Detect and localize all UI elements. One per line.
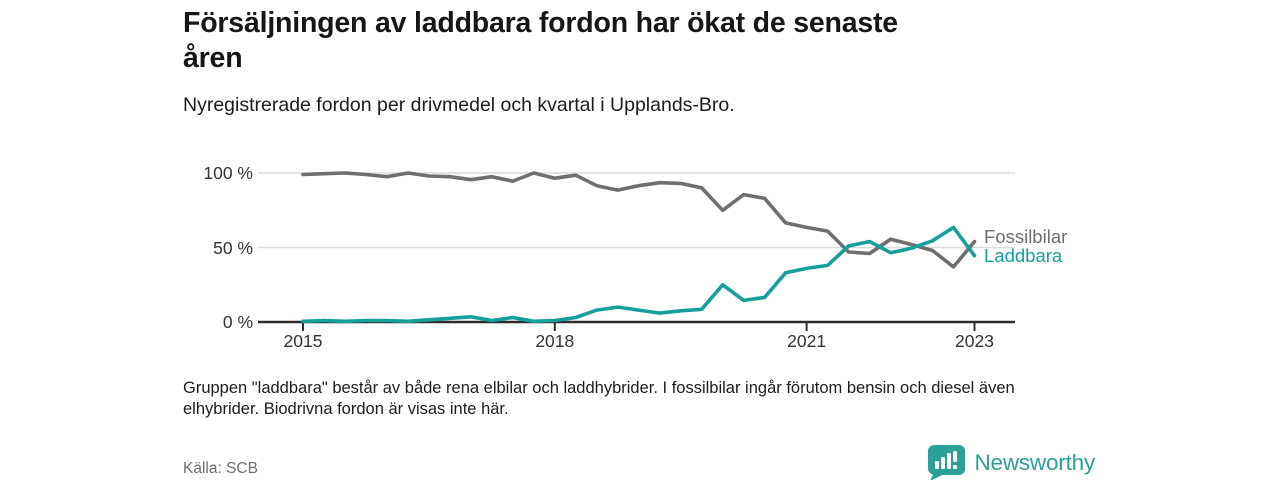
newsworthy-logo-icon — [928, 445, 966, 480]
page-title-line2: åren — [183, 41, 243, 74]
y-tick-label-0: 0 % — [222, 312, 253, 332]
chart-footnote-line2: elhybrider. Biodrivna fordon är visas in… — [183, 400, 509, 419]
page-title-line1: Försäljningen av laddbara fordon har öka… — [183, 7, 898, 39]
series-label-fossilbilar: Fossilbilar — [984, 226, 1068, 247]
x-tick-label-2023: 2023 — [955, 331, 994, 351]
y-tick-label-50: 50 % — [213, 237, 253, 258]
x-tick-label-2015: 2015 — [283, 331, 323, 351]
chart-footnote: Gruppen "laddbara" består av både rena e… — [183, 378, 1083, 420]
y-tick-label-100: 100 % — [203, 163, 253, 183]
laddbara-line — [301, 225, 977, 324]
newsworthy-logo[interactable]: Newsworthy — [926, 444, 1095, 480]
newsworthy-logo-text: Newsworthy — [974, 450, 1095, 475]
page-title: Försäljningen av laddbara fordon har öka… — [183, 6, 1103, 76]
fossilbilar-line — [301, 171, 977, 269]
series-label-laddbara: Laddbara — [984, 245, 1063, 266]
chart-footnote-line1: Gruppen "laddbara" består av både rena e… — [183, 379, 1015, 397]
x-tick-label-2021: 2021 — [787, 331, 827, 351]
x-tick-label-2018: 2018 — [535, 331, 575, 351]
chart-subtitle: Nyregistrerade fordon per drivmedel och … — [183, 94, 735, 116]
y-axis-labels: 0 % 50 % 100 % — [0, 0, 253, 400]
source-label: Källa: SCB — [183, 460, 258, 477]
